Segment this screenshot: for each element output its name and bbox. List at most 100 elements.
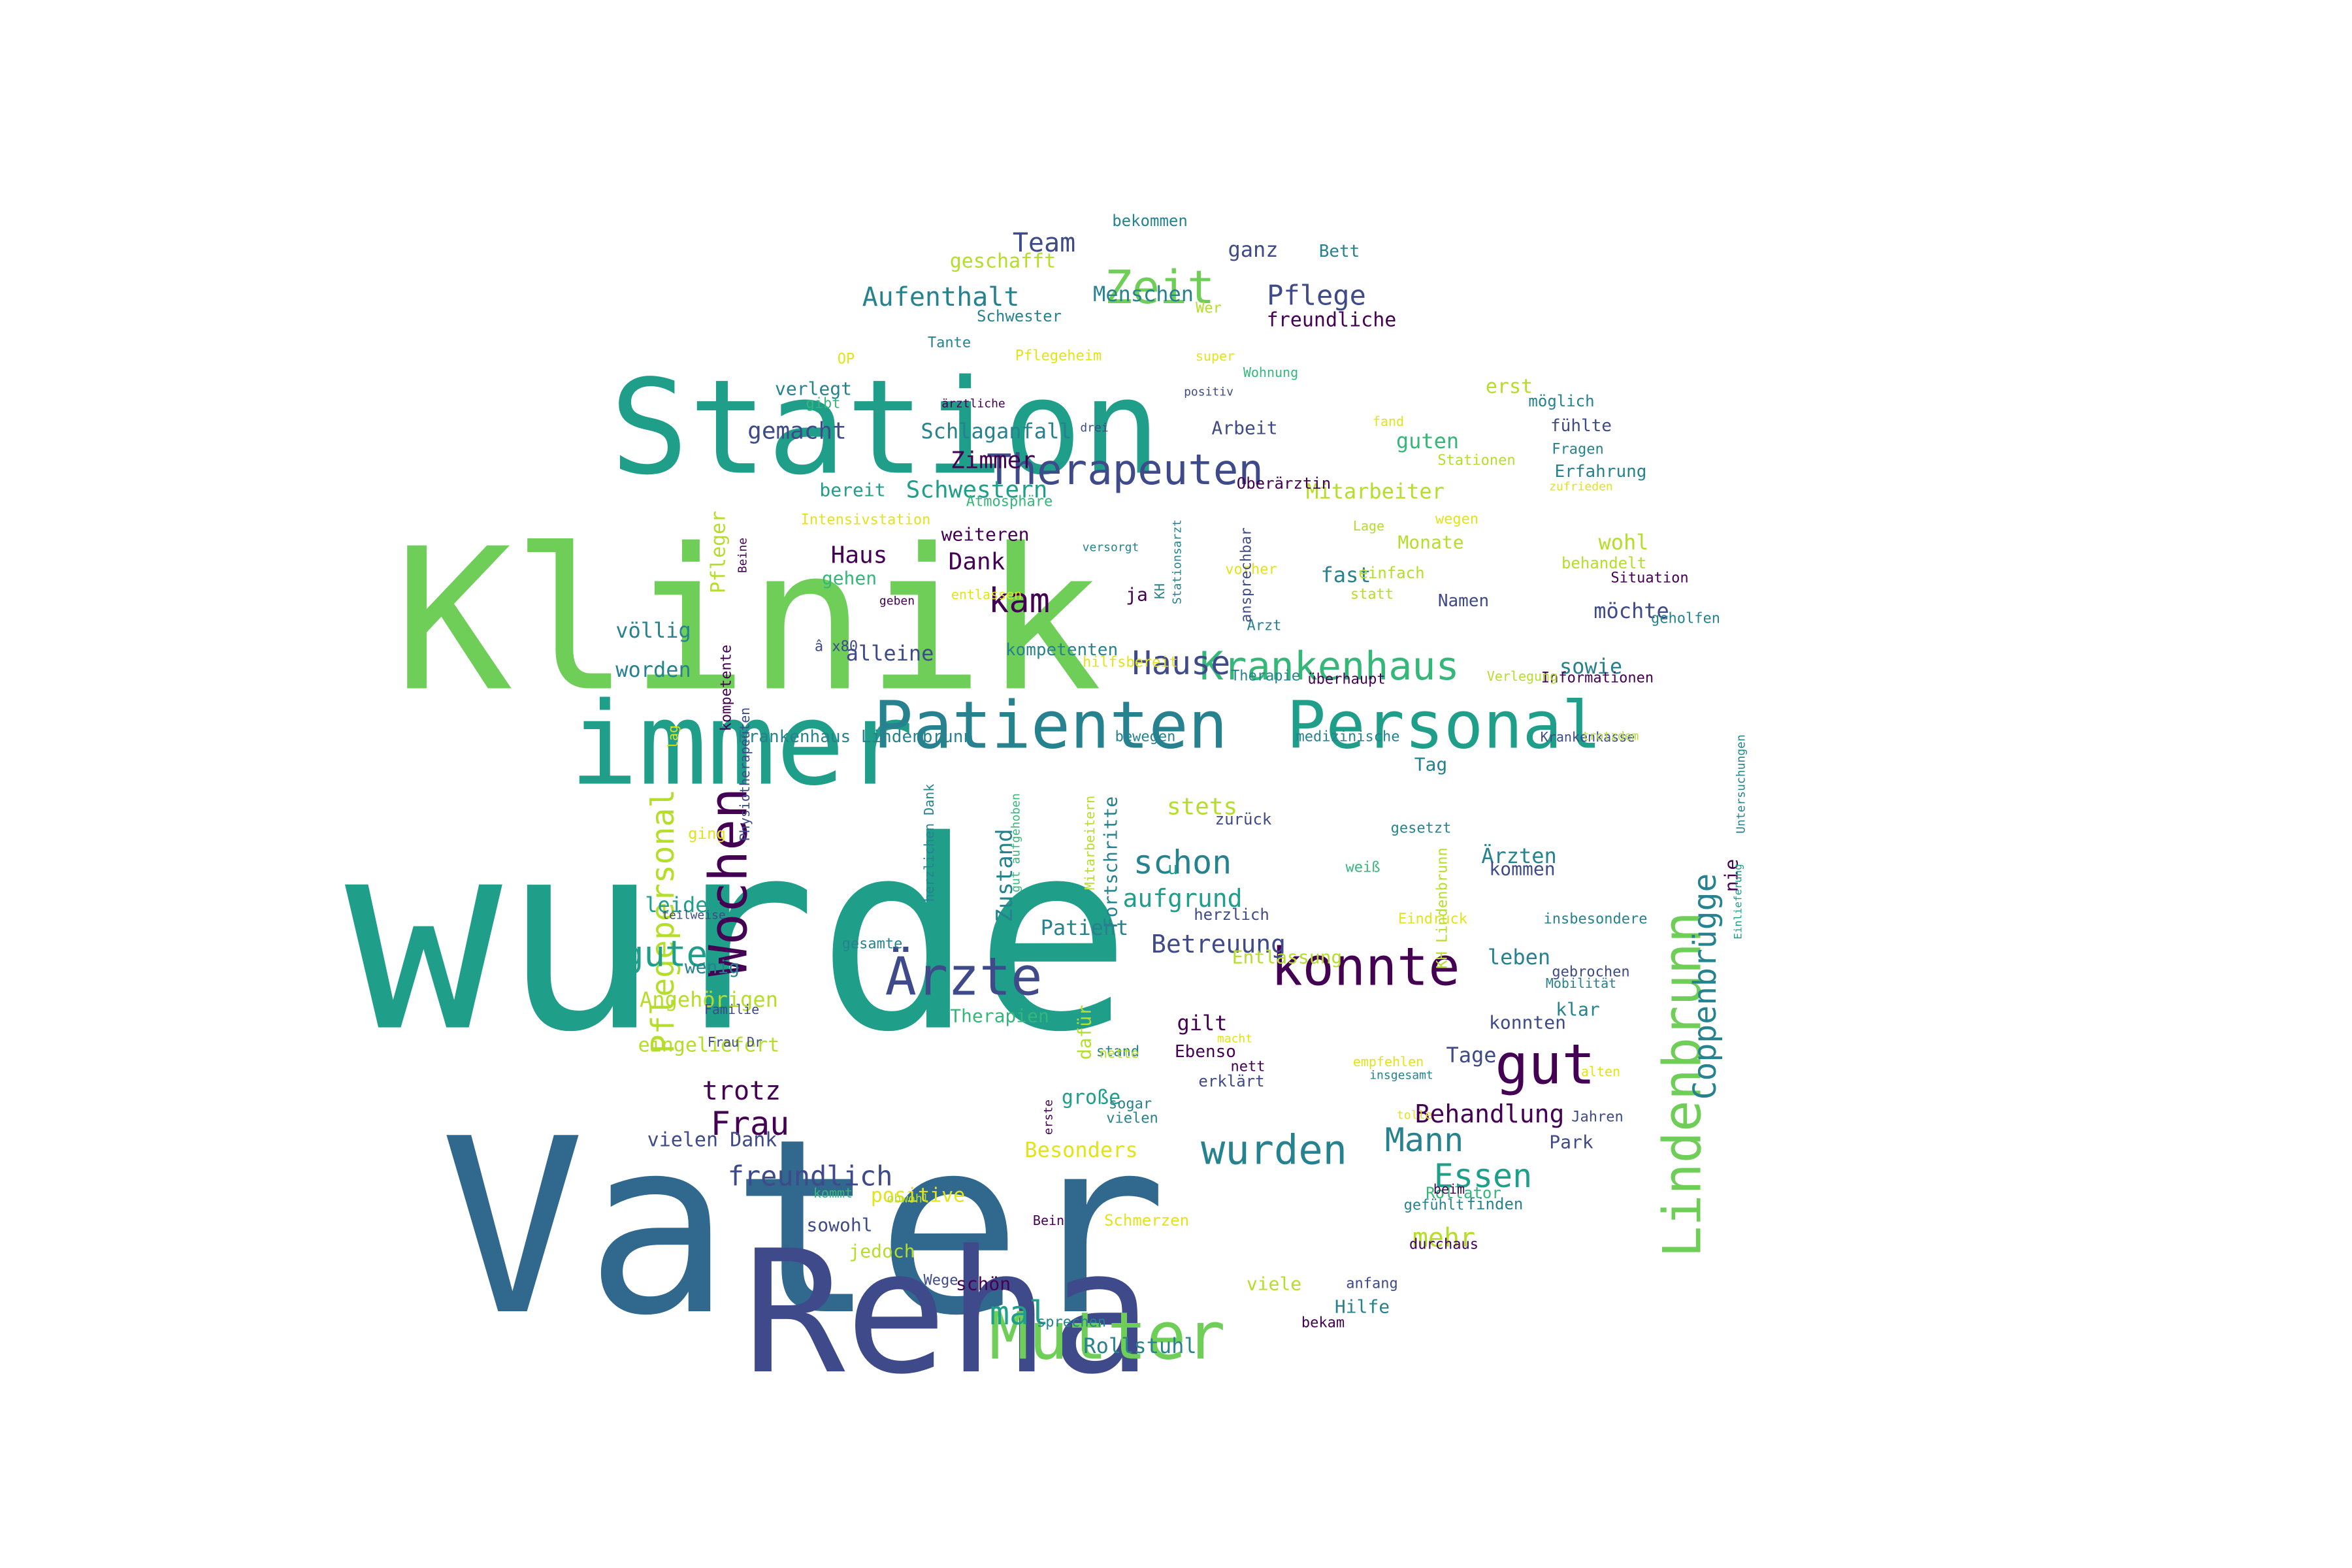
word-cloud-term: Team bbox=[1013, 228, 1075, 258]
word-cloud-term: OP bbox=[838, 351, 855, 368]
word-cloud-term: erklärt bbox=[1198, 1072, 1264, 1090]
word-cloud-term: Tante bbox=[928, 335, 971, 351]
word-cloud-term: Frau Dr bbox=[708, 1034, 762, 1050]
word-cloud-term: gut aufgehoben bbox=[1009, 793, 1023, 892]
word-cloud-term: schön bbox=[956, 1273, 1011, 1295]
word-cloud-term: Therapie bbox=[1231, 668, 1300, 685]
word-cloud-term: fast bbox=[1320, 563, 1371, 587]
word-cloud-term: positive bbox=[871, 1184, 966, 1207]
word-cloud-term: sogar bbox=[1109, 1096, 1152, 1113]
word-cloud-term: wenig bbox=[685, 956, 740, 978]
word-cloud-term: Aufenthalt bbox=[862, 282, 1020, 312]
word-cloud-term: Erfahrung bbox=[1555, 462, 1647, 482]
word-cloud-term: gehen bbox=[822, 568, 877, 589]
word-cloud-term: freundlich bbox=[728, 1160, 893, 1192]
word-cloud-term: weiteren bbox=[941, 524, 1030, 546]
word-cloud-term: jedoch bbox=[849, 1241, 915, 1262]
word-cloud-term: nett bbox=[1231, 1059, 1266, 1075]
word-cloud-term: Oberärztin bbox=[1237, 474, 1331, 493]
word-cloud-term: Essen bbox=[1434, 1157, 1533, 1195]
word-cloud-term: schon bbox=[1134, 843, 1232, 881]
word-cloud-term: sowie bbox=[1560, 654, 1622, 679]
word-cloud-term: positiv bbox=[1184, 385, 1233, 399]
word-cloud-term: viele bbox=[1247, 1273, 1301, 1295]
word-cloud-term: hilfsbereit bbox=[1083, 655, 1178, 671]
word-cloud-term: geschafft bbox=[950, 250, 1056, 273]
word-cloud-term: kommt bbox=[813, 1185, 853, 1201]
word-cloud-term: mal bbox=[990, 1294, 1049, 1332]
word-cloud-term: â x80 bbox=[815, 639, 858, 655]
word-cloud-term: sowohl bbox=[806, 1215, 872, 1236]
word-cloud-term: konnten bbox=[1489, 1012, 1566, 1034]
word-cloud-term: Rollator bbox=[1426, 1184, 1501, 1202]
word-cloud-term: Eindruck bbox=[1398, 911, 1467, 928]
word-cloud-term: Rollstuhl bbox=[1083, 1333, 1196, 1358]
word-cloud-term: leben bbox=[1488, 945, 1550, 970]
word-cloud-term: geholfen bbox=[1651, 611, 1720, 627]
word-cloud-term: Patient bbox=[1041, 915, 1129, 940]
word-cloud-term: Krankenhaus Lindenbrunn bbox=[738, 727, 973, 747]
word-cloud-term: ja bbox=[1126, 584, 1148, 606]
word-cloud-term: guten bbox=[1396, 429, 1459, 453]
word-cloud-term: herzlichen Dank bbox=[921, 784, 937, 902]
word-cloud-term: vorher bbox=[1225, 562, 1277, 578]
word-cloud-term: kompetenten bbox=[1005, 640, 1118, 660]
word-cloud-term: durchaus bbox=[1409, 1237, 1478, 1253]
word-cloud-term: Dank bbox=[949, 549, 1005, 576]
word-cloud-term: Coppenbrügge bbox=[1687, 874, 1723, 1100]
word-cloud-term: Fortschritte bbox=[1100, 796, 1122, 928]
word-cloud-term: fühlte bbox=[1550, 416, 1612, 436]
word-cloud-term: Namen bbox=[1438, 591, 1489, 611]
word-cloud-term: Arbeit bbox=[1211, 417, 1277, 439]
word-cloud-term: Pfleger bbox=[708, 511, 730, 593]
word-cloud-term: Vater bbox=[440, 1088, 1168, 1369]
word-cloud-term: gemacht bbox=[747, 418, 847, 445]
word-cloud-term: gebrochen bbox=[1552, 964, 1629, 981]
word-cloud-term: ganz bbox=[1228, 237, 1278, 262]
word-cloud-term: tolle bbox=[1397, 1109, 1432, 1122]
word-cloud-term: insgesamt bbox=[1369, 1069, 1433, 1083]
word-cloud-term: teilweise bbox=[662, 909, 726, 923]
word-cloud-term: Park bbox=[1549, 1132, 1593, 1153]
word-cloud-term: Tage bbox=[1446, 1043, 1496, 1068]
word-cloud-term: große bbox=[1062, 1086, 1120, 1109]
word-cloud-term: Entlassung bbox=[1232, 947, 1343, 968]
word-cloud-term: Mobilität bbox=[1546, 975, 1616, 991]
word-cloud-term: Krankenhaus bbox=[1200, 644, 1459, 689]
word-cloud-term: behandelt bbox=[1561, 554, 1646, 572]
word-cloud-term: stand bbox=[1096, 1044, 1139, 1060]
word-cloud-term: Zimmer bbox=[951, 448, 1036, 474]
word-cloud-term: nie bbox=[1721, 859, 1742, 892]
word-cloud-term: Mann bbox=[1385, 1121, 1463, 1159]
word-cloud-term: Zeit bbox=[1105, 261, 1215, 314]
word-cloud-term: obwohl bbox=[887, 1192, 929, 1206]
word-cloud-term: stets bbox=[1167, 794, 1237, 821]
word-cloud-term: Einlieferung bbox=[1732, 864, 1744, 939]
word-cloud-term: Patienten bbox=[874, 687, 1228, 764]
word-cloud-term: trotzdem bbox=[1582, 730, 1639, 743]
word-cloud-term: Mitarbeiter bbox=[1306, 479, 1445, 504]
word-cloud-term: Therapeuten bbox=[987, 446, 1264, 495]
word-cloud-term: Mutter bbox=[989, 1298, 1225, 1375]
word-cloud-term: kommen bbox=[1489, 858, 1555, 880]
word-cloud-term: Reha bbox=[743, 1215, 1152, 1412]
word-cloud-term: nette bbox=[1100, 1045, 1139, 1061]
word-cloud-term: trotz bbox=[702, 1076, 781, 1106]
word-cloud-term: alten bbox=[1581, 1064, 1620, 1079]
word-cloud-term: Ebenso bbox=[1175, 1042, 1236, 1062]
word-cloud-term: Krankenkasse bbox=[1541, 729, 1635, 745]
word-cloud-term: möchte bbox=[1593, 598, 1669, 623]
word-cloud-term: gibt bbox=[806, 396, 841, 412]
word-cloud-term: Bett bbox=[1319, 242, 1360, 261]
word-cloud-term: vielen bbox=[1106, 1111, 1158, 1127]
word-cloud-term: wegen bbox=[1435, 512, 1478, 528]
word-cloud-term: Haus bbox=[831, 542, 888, 569]
word-cloud-term: Stationen bbox=[1437, 453, 1515, 469]
word-cloud-term: Besonders bbox=[1024, 1137, 1137, 1162]
word-cloud-term: Personal bbox=[1286, 687, 1601, 764]
word-cloud-term: lag bbox=[665, 725, 681, 749]
word-cloud-term: Untersuchungen bbox=[1735, 734, 1748, 834]
word-cloud-term: Schmerzen bbox=[1104, 1211, 1189, 1230]
word-cloud-term: eingeliefert bbox=[638, 1034, 780, 1057]
